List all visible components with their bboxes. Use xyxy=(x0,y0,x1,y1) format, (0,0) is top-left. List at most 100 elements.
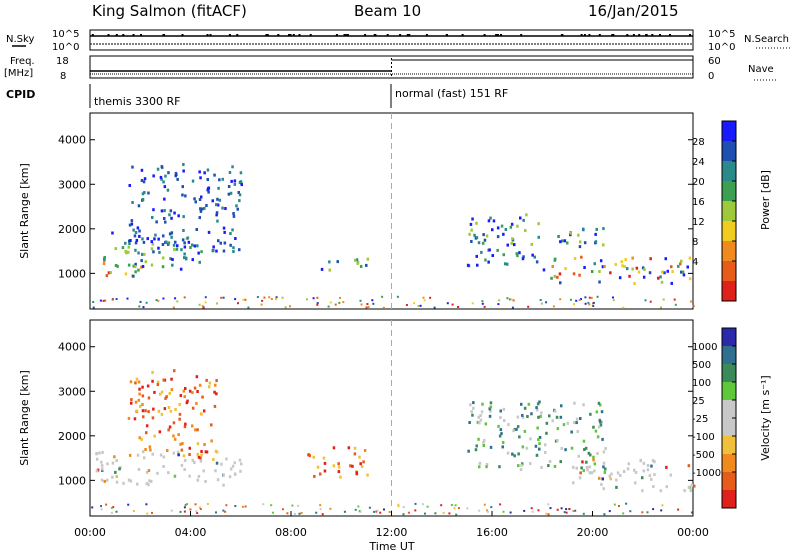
data-cell xyxy=(98,451,101,455)
data-cell xyxy=(538,442,541,446)
power-marks xyxy=(92,113,695,309)
data-cell xyxy=(231,464,235,468)
data-cell xyxy=(582,439,586,443)
data-cell xyxy=(229,232,232,235)
x-tick-label: 04:00 xyxy=(175,526,207,539)
data-cell xyxy=(152,407,155,411)
data-cell xyxy=(300,512,303,514)
nsky-spike xyxy=(132,34,135,36)
data-cell xyxy=(534,444,538,448)
data-cell xyxy=(471,217,474,221)
data-cell xyxy=(523,429,527,433)
cpid-segment-2: normal (fast) 151 RF xyxy=(395,87,508,100)
data-cell xyxy=(578,299,581,301)
data-cell xyxy=(163,217,166,220)
data-cell xyxy=(128,223,132,227)
data-cell xyxy=(454,504,457,507)
freq-panel xyxy=(89,55,694,79)
data-cell xyxy=(551,419,554,423)
data-cell xyxy=(141,265,145,268)
data-cell xyxy=(229,243,232,247)
velocity-marks xyxy=(91,320,696,516)
data-cell xyxy=(641,266,645,270)
data-cell xyxy=(157,237,160,241)
data-cell xyxy=(590,296,593,299)
data-cell xyxy=(680,270,683,274)
data-cell xyxy=(578,476,582,480)
data-cell xyxy=(641,489,644,493)
data-cell xyxy=(536,408,539,412)
time-xlabel: Time UT xyxy=(368,540,414,553)
colorbar-tick-label: 500 xyxy=(692,360,711,371)
x-tick-label: 16:00 xyxy=(476,526,508,539)
nsky-spike xyxy=(561,34,564,36)
nsky-spike xyxy=(266,34,269,36)
data-cell xyxy=(354,508,357,511)
data-cell xyxy=(506,262,509,266)
data-cell xyxy=(127,245,131,249)
data-cell xyxy=(240,183,243,187)
data-cell xyxy=(475,444,478,448)
data-cell xyxy=(585,460,588,464)
data-cell xyxy=(559,415,563,419)
data-cell xyxy=(589,453,592,457)
data-cell xyxy=(634,481,637,485)
data-cell xyxy=(270,298,273,300)
data-cell xyxy=(343,510,346,513)
data-cell xyxy=(183,510,186,513)
nsearch-tick-top: 10^5 xyxy=(708,29,735,40)
data-cell xyxy=(100,505,102,508)
data-cell xyxy=(218,178,221,182)
nsky-spike xyxy=(228,34,231,36)
data-cell xyxy=(594,429,598,433)
data-cell xyxy=(183,245,187,249)
data-cell xyxy=(191,458,194,462)
data-cell xyxy=(172,306,175,309)
data-cell xyxy=(681,270,685,274)
data-cell xyxy=(227,185,231,188)
data-cell xyxy=(575,299,578,302)
data-cell xyxy=(161,265,165,269)
data-cell xyxy=(553,409,557,413)
data-cell xyxy=(478,421,481,425)
data-cell xyxy=(167,471,170,475)
data-cell xyxy=(172,421,176,425)
data-cell xyxy=(233,182,237,186)
nsky-spike xyxy=(277,34,280,36)
data-cell xyxy=(316,302,319,304)
data-cell xyxy=(475,236,479,240)
data-cell xyxy=(115,510,118,513)
data-cell xyxy=(646,464,650,467)
data-cell xyxy=(597,401,601,405)
data-cell xyxy=(625,502,628,505)
data-cell xyxy=(530,242,533,246)
data-cell xyxy=(579,240,582,244)
data-cell xyxy=(583,241,587,245)
data-cell xyxy=(200,250,203,254)
data-cell xyxy=(202,409,206,413)
data-cell xyxy=(183,252,186,256)
data-cell xyxy=(365,306,368,309)
data-cell xyxy=(472,406,475,410)
data-cell xyxy=(130,219,134,223)
data-cell xyxy=(590,270,594,273)
data-cell xyxy=(669,473,672,477)
data-cell xyxy=(293,512,296,515)
data-cell xyxy=(489,405,493,409)
data-cell xyxy=(618,505,620,507)
nave-tick-top: 60 xyxy=(708,56,721,67)
colorbar-tick-label: 1000 xyxy=(692,342,717,353)
data-cell xyxy=(329,301,332,304)
data-cell xyxy=(595,410,599,414)
data-cell xyxy=(559,298,562,301)
data-cell xyxy=(199,508,202,511)
data-cell xyxy=(564,267,567,271)
data-cell xyxy=(220,462,223,466)
data-cell xyxy=(642,275,646,279)
data-cell xyxy=(100,508,103,511)
data-cell xyxy=(151,242,155,246)
data-cell xyxy=(522,255,525,259)
power-colorbar-label: Power [dB] xyxy=(759,170,772,230)
data-cell xyxy=(480,410,484,414)
data-cell xyxy=(222,296,225,299)
